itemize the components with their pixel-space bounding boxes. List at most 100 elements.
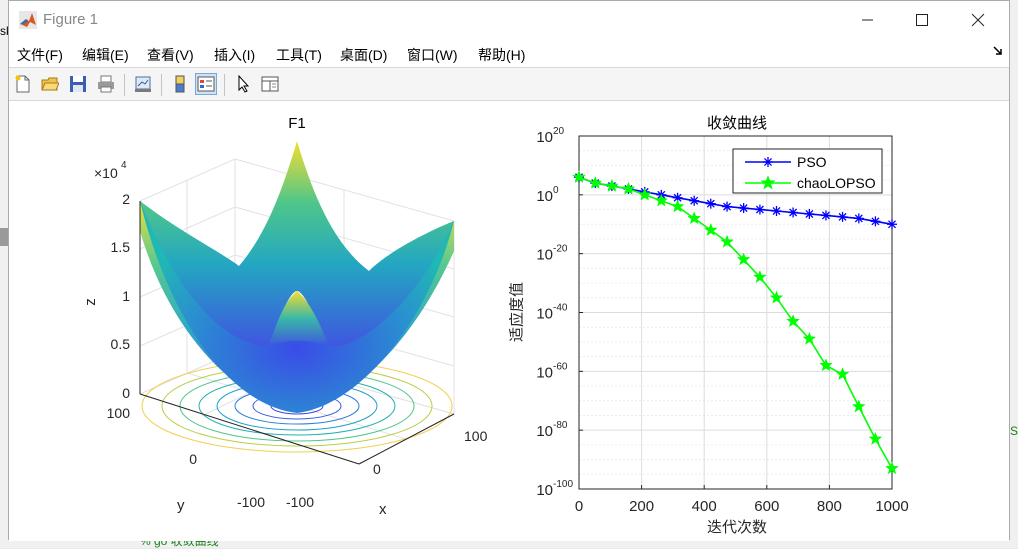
series-marker [739, 204, 748, 213]
chart-legend: PSO chaoLOPSO [732, 148, 883, 194]
menu-edit[interactable]: 编辑(E) [82, 47, 129, 63]
series-marker [736, 252, 751, 266]
y-tick-label: 10 [536, 129, 553, 146]
z-tick-label: 1.5 [111, 239, 131, 255]
print-button[interactable] [95, 73, 117, 95]
legend-marker [763, 157, 773, 167]
toolbar-separator [224, 74, 225, 96]
x-tick-label: 800 [817, 498, 842, 515]
menu-window[interactable]: 窗口(W) [407, 47, 458, 63]
menu-bar: 文件(F) 编辑(E) 查看(V) 插入(I) 工具(T) 桌面(D) 窗口(W… [9, 39, 1009, 67]
y-tick-exponent: -60 [553, 361, 568, 372]
x-tick-label: 400 [692, 498, 717, 515]
minimize-icon [862, 19, 873, 21]
series-marker [868, 431, 883, 445]
z-exponent-power: 4 [121, 160, 127, 171]
insert-colorbar-button[interactable] [169, 73, 191, 95]
new-file-icon [15, 75, 30, 93]
series-marker [690, 196, 699, 205]
insert-legend-button[interactable] [195, 73, 217, 95]
legend-label: chaoLOPSO [797, 175, 876, 191]
close-button[interactable] [955, 5, 1001, 35]
link-plot-icon [135, 76, 151, 92]
z-exponent-base: ×10 [94, 165, 118, 181]
series-marker [802, 331, 817, 345]
legend-label: PSO [797, 154, 827, 170]
series-marker [851, 399, 866, 413]
maximize-button[interactable] [899, 5, 945, 35]
chart-x-axis-label: 迭代次数 [707, 519, 767, 536]
y-tick-label: 100 [107, 405, 131, 421]
y-tick-exponent: -40 [553, 303, 568, 314]
chart-y-axis-label: 适应度值 [509, 282, 526, 342]
menu-help[interactable]: 帮助(H) [478, 47, 526, 63]
y-tick-label: 0 [189, 451, 197, 467]
x-tick-label: 0 [575, 498, 583, 515]
z-tick-label: 2 [122, 191, 130, 207]
legend-icon [197, 76, 215, 92]
menu-file[interactable]: 文件(F) [17, 47, 63, 63]
y-tick-label: -100 [237, 494, 265, 510]
series-marker [838, 212, 847, 221]
edit-plot-button[interactable] [233, 73, 255, 95]
series-marker [654, 193, 669, 207]
chart-series [572, 169, 899, 475]
series-marker [572, 169, 586, 183]
menu-tools[interactable]: 工具(T) [276, 47, 322, 63]
legend-box [732, 148, 883, 194]
figure-canvas: F1 ×10 4 2 1.5 1 0.5 0 z 100 0 -100 y -1… [9, 101, 1009, 541]
z-tick-label: 0 [122, 385, 130, 401]
y-axis-label: y [177, 497, 185, 514]
link-plot-button[interactable] [132, 73, 154, 95]
figure-window: Figure 1 文件(F) 编辑(E) 查看(V) 插入(I) 工具(T) 桌… [8, 0, 1010, 541]
y-tick-exponent: -20 [553, 244, 568, 255]
series-marker [786, 314, 800, 328]
series-marker [772, 207, 781, 216]
background-editor-strip: % go 收敛曲线 [0, 534, 1018, 548]
surface-mesh [140, 141, 454, 413]
series-marker [789, 208, 798, 217]
series-marker [885, 461, 899, 475]
series-marker [871, 217, 880, 226]
x-tick-label: 1000 [875, 498, 908, 515]
menu-view[interactable]: 查看(V) [147, 47, 194, 63]
series-marker [621, 181, 636, 195]
series-marker [819, 358, 833, 372]
y-tick-exponent: -100 [553, 479, 573, 490]
series-marker [805, 209, 814, 218]
series-marker [723, 202, 732, 211]
minimize-button[interactable] [845, 5, 891, 35]
series-marker [605, 178, 619, 192]
z-tick-label: 0.5 [111, 336, 131, 352]
menu-desktop[interactable]: 桌面(D) [340, 47, 388, 63]
y-tick-exponent: 20 [553, 126, 565, 137]
dock-arrow-icon[interactable] [993, 46, 1003, 56]
series-marker [687, 211, 702, 225]
surface-title: F1 [288, 115, 306, 132]
legend-marker [760, 175, 776, 190]
background-code-fragment: S [1010, 424, 1018, 438]
x-tick-label: -100 [286, 494, 314, 510]
surface-plot[interactable]: F1 ×10 4 2 1.5 1 0.5 0 z 100 0 -100 y -1… [9, 101, 509, 541]
toolbar-separator [124, 74, 125, 96]
background-scrollbar [0, 228, 10, 246]
x-tick-label: 100 [464, 428, 488, 444]
series-marker [888, 220, 896, 229]
series-marker [835, 367, 850, 381]
save-button[interactable] [67, 73, 89, 95]
chart-title: 收敛曲线 [707, 115, 767, 132]
axes-box [139, 201, 455, 465]
series-marker [764, 158, 772, 166]
menu-insert[interactable]: 插入(I) [214, 47, 256, 63]
open-file-button[interactable] [39, 73, 61, 95]
series-marker [670, 199, 685, 213]
y-tick-label: 10 [536, 423, 553, 440]
colorbar-icon [175, 75, 185, 93]
property-inspector-button[interactable] [259, 73, 281, 95]
y-tick-label: 10 [536, 482, 553, 499]
series-marker [769, 290, 784, 304]
x-tick-label: 200 [629, 498, 654, 515]
new-figure-button[interactable] [12, 73, 34, 95]
